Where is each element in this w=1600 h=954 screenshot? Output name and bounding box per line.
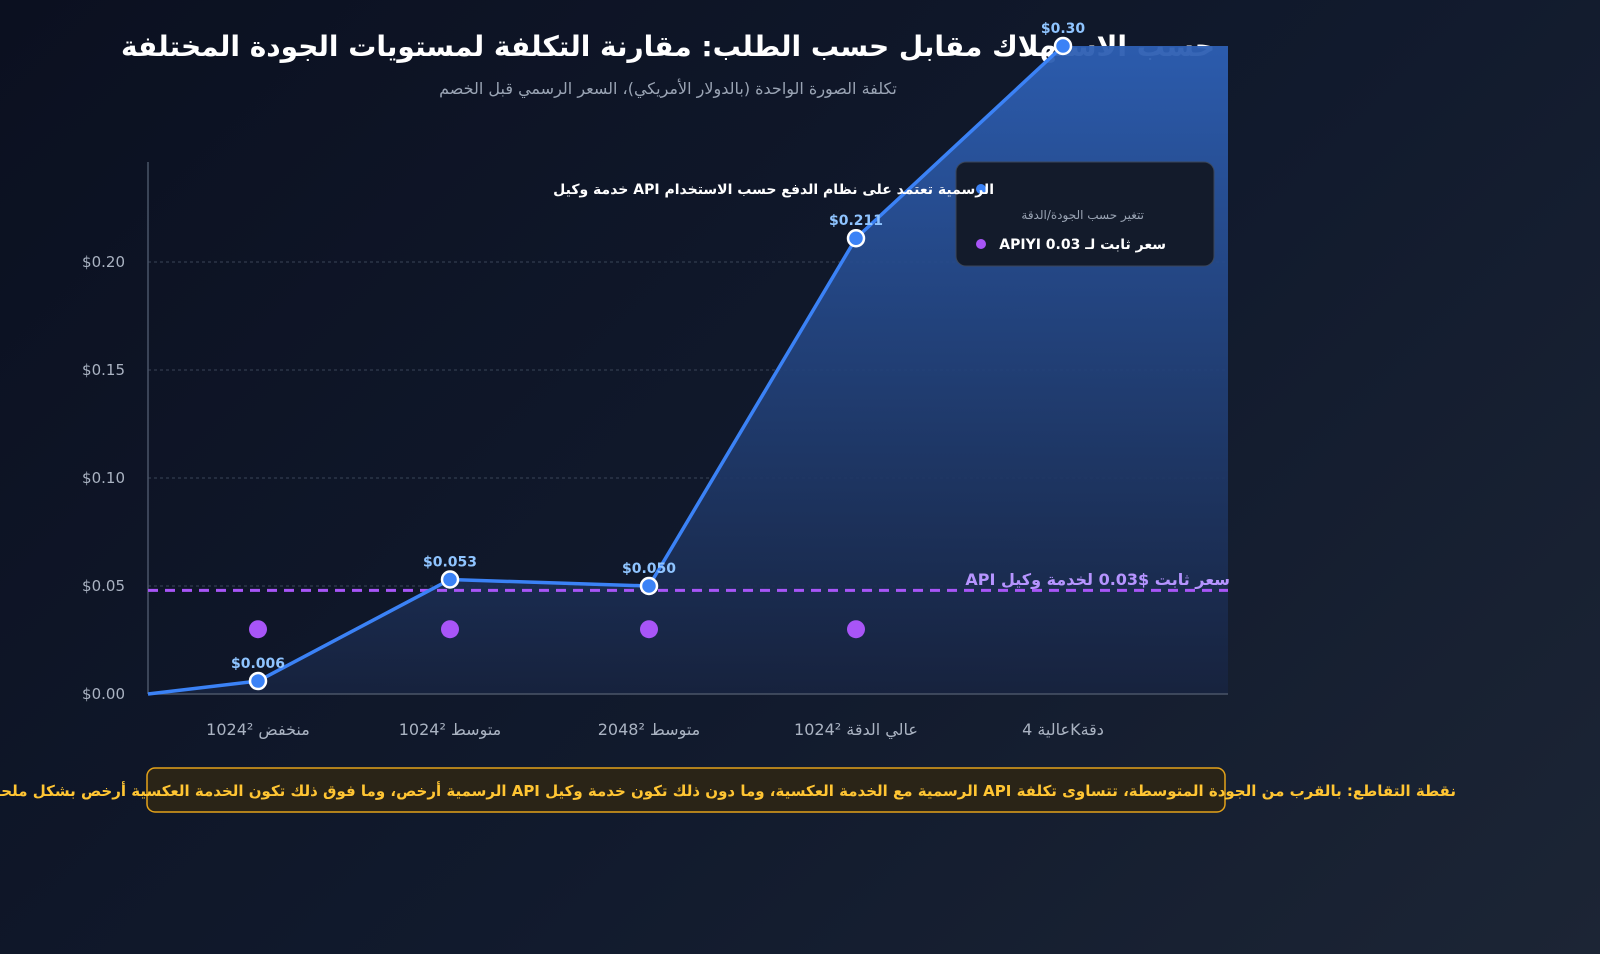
official-data-label: $0.211: [829, 213, 883, 229]
proxy-data-point: [441, 620, 459, 639]
axis-layer: [147, 162, 1228, 695]
threshold-label: API سعر ثابت $0.03 لخدمة وكيل: [965, 570, 1230, 589]
x-tick-layer: منخفض 1024² متوسط 1024² متوسط 2048² عالي ال…: [206, 720, 1104, 740]
x-tick-label: متوسط 2048²: [598, 720, 700, 740]
legend: الرسمية تعتمد على نظام الدفع حسب الاستخد…: [553, 161, 1215, 267]
official-data-label: $0.053: [423, 555, 477, 571]
official-data-point: [1053, 36, 1073, 56]
official-data-label: $0.050: [622, 561, 676, 577]
proxy-data-point: [640, 620, 658, 639]
x-tick-label: عالية 4Kدقة: [1022, 720, 1104, 739]
official-data-label: $0.30: [1041, 21, 1086, 37]
official-data-point: [846, 228, 866, 248]
proxy-data-point: [847, 620, 865, 639]
y-tick-label: $0.20: [82, 253, 125, 271]
crossover-note-box: [146, 767, 1226, 813]
official-data-point: [248, 671, 268, 691]
crossover-note-text: الرسمية أرخص، وما فوق ذلك تكون الخدمة ال…: [0, 781, 1456, 800]
y-tick-label: $0.05: [82, 577, 125, 595]
y-tick-label: $0.00: [82, 685, 125, 703]
x-tick-label: عالي الدقة 1024²: [794, 720, 918, 740]
chart-title: حسب الاستهلاك مقابل حسب الطلب: مقارنة ال…: [121, 30, 1215, 63]
official-data-label: $0.006: [231, 656, 285, 672]
x-tick-label: منخفض 1024²: [206, 720, 310, 740]
proxy-data-point: [249, 620, 267, 639]
legend-sub-official: تتغير حسب الجودة/الدقة: [1021, 208, 1144, 223]
official-data-point: [639, 576, 659, 596]
y-tick-label: $0.15: [82, 361, 125, 379]
legend-label-official: الرسمية تعتمد على نظام الدفع حسب الاستخد…: [553, 182, 994, 198]
legend-label-proxy: APIYI 0.03 سعر ثابت لـ: [999, 237, 1166, 253]
official-series-line: [147, 44, 1065, 696]
threshold-layer: API سعر ثابت $0.03 لخدمة وكيل: [148, 570, 1230, 592]
chart-subtitle: تكلفة الصورة الواحدة (بالدولار الأمريكي)…: [439, 78, 897, 99]
official-data-point: [440, 570, 460, 589]
legend-box: [955, 161, 1215, 267]
legend-marker-official: [976, 184, 986, 194]
y-tick-label: $0.10: [82, 469, 125, 487]
proxy-layer: [249, 620, 865, 639]
label-layer: $0.006 $0.053 $0.050 $0.211 $0.30: [231, 21, 1085, 672]
x-tick-label: متوسط 1024²: [399, 720, 501, 740]
legend-marker-proxy: [976, 239, 986, 249]
crossover-note: الرسمية أرخص، وما فوق ذلك تكون الخدمة ال…: [0, 767, 1456, 813]
line-layer: [147, 36, 1073, 696]
